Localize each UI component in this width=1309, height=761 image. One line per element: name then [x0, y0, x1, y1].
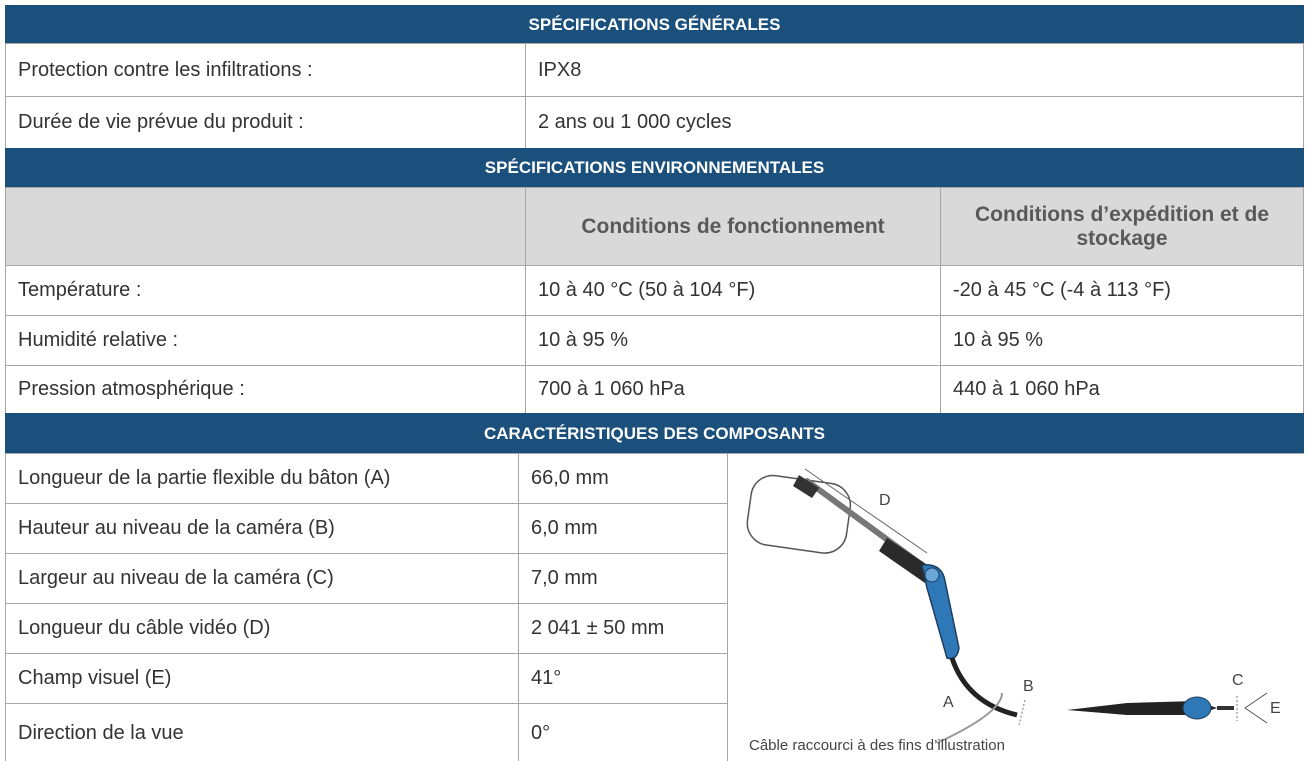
section-header: SPÉCIFICATIONS ENVIRONNEMENTALES	[5, 148, 1304, 188]
cell: 0°	[518, 703, 728, 761]
cell: Hauteur au niveau de la caméra (B)	[5, 503, 519, 554]
button	[924, 567, 940, 583]
cell: 10 à 95 %	[525, 315, 941, 366]
cell: 41°	[518, 653, 728, 704]
caption: Câble raccourci à des fins d’illustratio…	[749, 737, 1005, 754]
cell: 7,0 mm	[518, 553, 728, 604]
label-a: A	[943, 694, 954, 711]
cell: Protection contre les infiltrations :	[5, 43, 526, 97]
camera-tip	[793, 475, 819, 498]
label-b: B	[1023, 678, 1034, 695]
illustration: A B C D E Câble raccourci à des fins d’i…	[727, 453, 1304, 761]
cell: Direction de la vue	[5, 703, 519, 761]
cell: Champ visuel (E)	[5, 653, 519, 704]
handle	[921, 564, 960, 660]
cell: 700 à 1 060 hPa	[525, 365, 941, 414]
cell: 6,0 mm	[518, 503, 728, 554]
cell: Durée de vie prévue du produit :	[5, 96, 526, 149]
cell-border	[727, 453, 1304, 761]
field-of-view	[1244, 692, 1268, 724]
side-view-handle	[1182, 696, 1212, 720]
cell: 66,0 mm	[518, 453, 728, 504]
column-header: Conditions d’expédition et de stockage	[940, 187, 1304, 266]
label-c: C	[1232, 672, 1244, 689]
cell: Longueur de la partie flexible du bâton …	[5, 453, 519, 504]
cell: Longueur du câble vidéo (D)	[5, 603, 519, 654]
cell: Largeur au niveau de la caméra (C)	[5, 553, 519, 604]
cell: Humidité relative :	[5, 315, 526, 366]
cell: 2 ans ou 1 000 cycles	[525, 96, 1304, 149]
cell: IPX8	[525, 43, 1304, 97]
label-e: E	[1270, 700, 1281, 717]
dimension-line	[804, 468, 928, 554]
flexible-part	[949, 657, 1018, 718]
column-header: Conditions de fonctionnement	[525, 187, 941, 266]
cell: 10 à 40 °C (50 à 104 °F)	[525, 265, 941, 316]
section-header: SPÉCIFICATIONS GÉNÉRALES	[5, 5, 1304, 44]
dimension-line	[1018, 699, 1026, 726]
shaft	[879, 538, 932, 583]
dimension-arc	[936, 692, 1003, 744]
cell: Pression atmosphérique :	[5, 365, 526, 414]
cell: 440 à 1 060 hPa	[940, 365, 1304, 414]
label-d: D	[879, 492, 891, 509]
cell: -20 à 45 °C (-4 à 113 °F)	[940, 265, 1304, 316]
side-view	[1067, 701, 1217, 715]
cell: 2 041 ± 50 mm	[518, 603, 728, 654]
cell: 10 à 95 %	[940, 315, 1304, 366]
section-header: CARACTÉRISTIQUES DES COMPOSANTS	[5, 413, 1304, 454]
cell	[5, 187, 526, 266]
cell: Température :	[5, 265, 526, 316]
